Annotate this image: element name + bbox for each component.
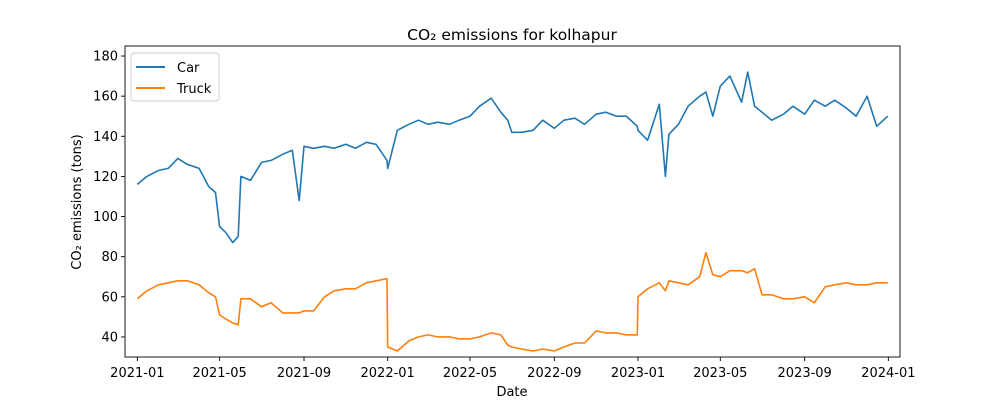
legend-label-car: Car <box>177 61 200 76</box>
y-tick-label: 180 <box>93 50 118 65</box>
series-line-car <box>136 71 889 244</box>
x-tick-label: 2021-09 <box>277 366 331 381</box>
x-tick-label: 2024-01 <box>861 366 915 381</box>
y-axis-label: CO₂ emissions (tons) <box>70 134 85 269</box>
x-axis-ticks: 2021-01 2021-05 2021-09 2022-01 2022-05 2022-… <box>110 357 916 381</box>
x-axis-label: Date <box>496 385 527 400</box>
y-tick-label: 80 <box>101 250 118 265</box>
x-tick-label: 2021-01 <box>110 366 164 381</box>
legend-label-truck: Truck <box>176 82 212 97</box>
x-tick-label: 2023-01 <box>611 366 665 381</box>
series-line-truck <box>136 251 888 352</box>
plot-frame <box>124 45 901 358</box>
y-tick-label: 60 <box>101 290 118 305</box>
y-tick-label: 40 <box>101 330 118 345</box>
y-tick-label: 100 <box>93 210 118 225</box>
y-tick-label: 160 <box>93 90 118 105</box>
x-tick-label: 2022-09 <box>527 366 581 381</box>
x-tick-label: 2021-05 <box>192 366 246 381</box>
legend: Car Truck <box>130 52 220 102</box>
y-tick-label: 140 <box>93 130 118 145</box>
x-tick-label: 2022-01 <box>361 366 415 381</box>
y-tick-label: 120 <box>93 170 118 185</box>
chart-title: CO₂ emissions for kolhapur <box>407 26 617 44</box>
x-tick-label: 2022-05 <box>443 366 497 381</box>
y-axis-ticks: 40 60 80 100 120 140 160 180 <box>93 50 125 345</box>
plot-area <box>136 71 889 352</box>
x-tick-label: 2023-09 <box>778 366 832 381</box>
x-tick-label: 2023-05 <box>693 366 747 381</box>
